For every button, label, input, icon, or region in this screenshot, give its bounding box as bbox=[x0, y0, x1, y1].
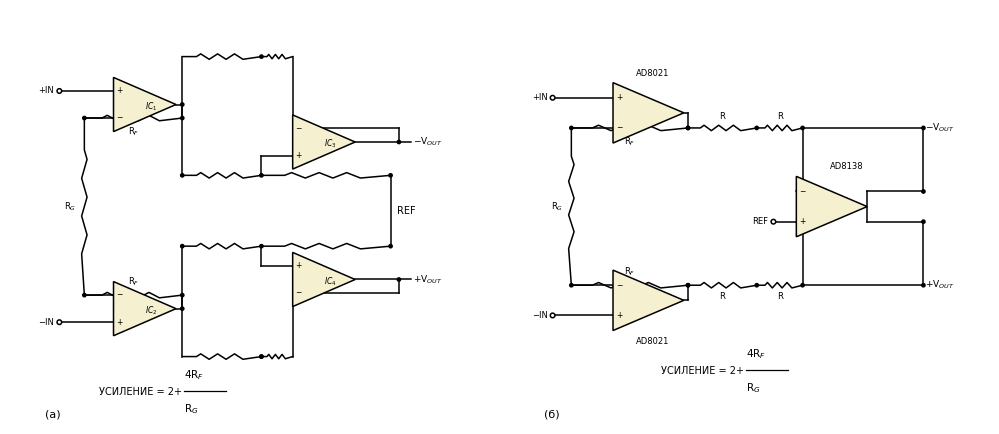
Circle shape bbox=[260, 355, 263, 358]
Text: R: R bbox=[719, 292, 725, 301]
Polygon shape bbox=[293, 253, 356, 306]
Circle shape bbox=[181, 307, 184, 310]
Text: (a): (a) bbox=[45, 409, 60, 419]
Text: 4R$_F$: 4R$_F$ bbox=[746, 347, 766, 361]
Circle shape bbox=[922, 220, 925, 224]
Circle shape bbox=[755, 283, 758, 287]
Circle shape bbox=[181, 293, 184, 297]
Text: R$_G$: R$_G$ bbox=[746, 381, 761, 395]
Circle shape bbox=[771, 220, 775, 224]
Circle shape bbox=[181, 103, 184, 106]
Text: +V$_{OUT}$: +V$_{OUT}$ bbox=[925, 279, 955, 292]
Text: −: − bbox=[296, 124, 302, 133]
Circle shape bbox=[260, 355, 263, 358]
Text: +: + bbox=[799, 217, 805, 226]
Polygon shape bbox=[613, 82, 684, 143]
Text: УСИЛЕНИЕ = 2+: УСИЛЕНИЕ = 2+ bbox=[99, 387, 182, 397]
Text: +: + bbox=[296, 151, 302, 160]
Text: R: R bbox=[719, 112, 725, 121]
Circle shape bbox=[801, 283, 804, 287]
Text: +V$_{OUT}$: +V$_{OUT}$ bbox=[414, 273, 444, 286]
Text: R$_F$: R$_F$ bbox=[624, 135, 635, 148]
Circle shape bbox=[57, 89, 62, 93]
Text: R$_G$: R$_G$ bbox=[185, 402, 199, 416]
Text: REF: REF bbox=[397, 206, 416, 216]
Text: −: − bbox=[616, 123, 622, 132]
Polygon shape bbox=[613, 270, 684, 331]
Polygon shape bbox=[293, 115, 356, 169]
Text: IC$_1$: IC$_1$ bbox=[145, 100, 157, 113]
Text: −IN: −IN bbox=[531, 311, 547, 320]
Circle shape bbox=[260, 244, 263, 248]
Circle shape bbox=[398, 140, 401, 144]
Text: −V$_{OUT}$: −V$_{OUT}$ bbox=[414, 136, 444, 148]
Text: −: − bbox=[799, 187, 805, 196]
Text: +: + bbox=[616, 93, 622, 102]
Circle shape bbox=[83, 116, 86, 120]
Text: −: − bbox=[117, 114, 123, 122]
Circle shape bbox=[389, 244, 393, 248]
Circle shape bbox=[550, 95, 554, 100]
Text: IC$_2$: IC$_2$ bbox=[145, 305, 157, 317]
Text: УСИЛЕНИЕ = 2+: УСИЛЕНИЕ = 2+ bbox=[661, 366, 744, 376]
Text: +IN: +IN bbox=[531, 93, 547, 102]
Circle shape bbox=[181, 174, 184, 177]
Circle shape bbox=[569, 126, 573, 130]
Text: R: R bbox=[777, 112, 782, 121]
Text: +IN: +IN bbox=[38, 86, 54, 95]
Text: REF: REF bbox=[752, 217, 768, 226]
Text: +: + bbox=[117, 86, 123, 95]
Text: R$_F$: R$_F$ bbox=[624, 266, 635, 278]
Circle shape bbox=[922, 283, 925, 287]
Text: −IN: −IN bbox=[38, 318, 54, 327]
Circle shape bbox=[83, 293, 86, 297]
Circle shape bbox=[755, 126, 758, 130]
Text: 4R$_F$: 4R$_F$ bbox=[185, 368, 205, 381]
Text: AD8021: AD8021 bbox=[636, 69, 669, 78]
Circle shape bbox=[686, 283, 689, 287]
Text: R: R bbox=[777, 292, 782, 301]
Circle shape bbox=[922, 190, 925, 193]
Text: −: − bbox=[117, 291, 123, 299]
Circle shape bbox=[686, 126, 689, 130]
Text: +: + bbox=[296, 261, 302, 270]
Text: (б): (б) bbox=[544, 409, 559, 419]
Circle shape bbox=[398, 278, 401, 281]
Text: R$_F$: R$_F$ bbox=[128, 276, 139, 288]
Text: R$_G$: R$_G$ bbox=[64, 201, 76, 213]
Text: R$_F$: R$_F$ bbox=[128, 125, 139, 138]
Circle shape bbox=[260, 55, 263, 58]
Text: IC$_4$: IC$_4$ bbox=[324, 275, 337, 288]
Polygon shape bbox=[114, 77, 176, 132]
Polygon shape bbox=[114, 282, 176, 336]
Circle shape bbox=[260, 174, 263, 177]
Circle shape bbox=[686, 126, 689, 130]
Text: AD8138: AD8138 bbox=[829, 162, 863, 171]
Circle shape bbox=[569, 283, 573, 287]
Polygon shape bbox=[796, 176, 867, 237]
Circle shape bbox=[550, 313, 554, 318]
Circle shape bbox=[801, 126, 804, 130]
Circle shape bbox=[181, 116, 184, 120]
Text: −: − bbox=[616, 281, 622, 290]
Circle shape bbox=[686, 283, 689, 287]
Circle shape bbox=[181, 244, 184, 248]
Text: +: + bbox=[616, 311, 622, 320]
Circle shape bbox=[389, 174, 393, 177]
Text: −: − bbox=[296, 289, 302, 298]
Circle shape bbox=[57, 320, 62, 325]
Text: IC$_3$: IC$_3$ bbox=[324, 138, 337, 150]
Text: AD8021: AD8021 bbox=[636, 337, 669, 346]
Text: −V$_{OUT}$: −V$_{OUT}$ bbox=[925, 122, 955, 134]
Text: +: + bbox=[117, 318, 123, 327]
Text: R$_G$: R$_G$ bbox=[550, 201, 563, 213]
Circle shape bbox=[922, 126, 925, 130]
